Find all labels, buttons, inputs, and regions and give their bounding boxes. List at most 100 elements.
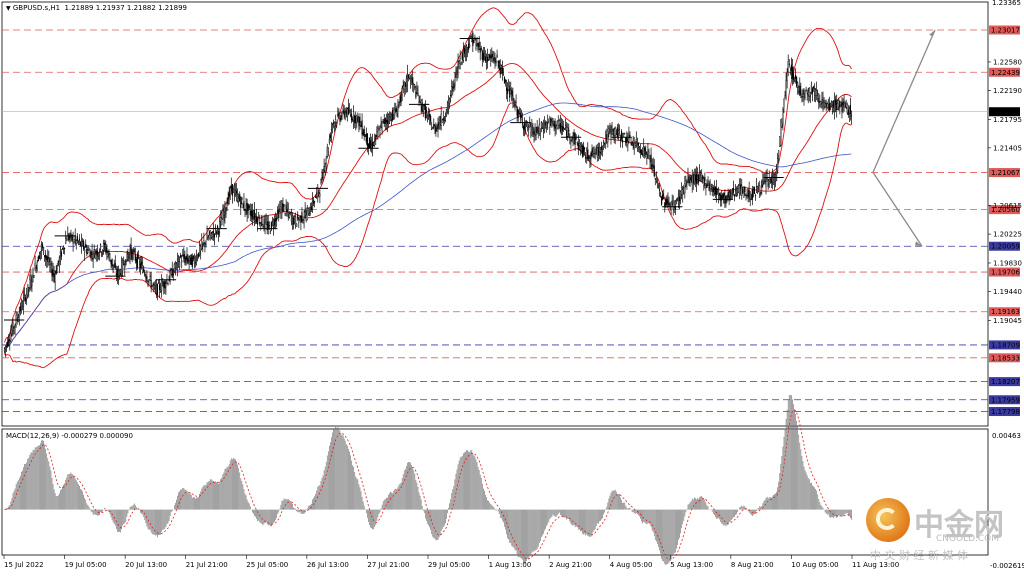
candle-body <box>691 177 692 180</box>
candle-body <box>452 87 453 88</box>
candle-body <box>79 239 80 241</box>
candle-body <box>68 236 69 240</box>
candle-body <box>140 264 141 269</box>
candle-body <box>625 138 626 143</box>
candle-body <box>679 197 680 201</box>
candle-body <box>387 120 388 124</box>
candle-body <box>159 285 160 290</box>
candle-body <box>465 50 466 57</box>
candle-body <box>89 250 90 251</box>
candle-body <box>626 139 627 142</box>
candle-body <box>200 246 201 251</box>
candle-body <box>600 152 601 153</box>
candle-body <box>578 143 579 149</box>
candle-body <box>229 193 230 197</box>
candle-body <box>185 258 186 263</box>
candle-body <box>163 282 164 288</box>
candle-body <box>269 225 270 226</box>
candle-body <box>519 110 520 111</box>
candle-body <box>5 346 6 349</box>
candle-body <box>598 148 599 156</box>
candle-body <box>205 243 206 245</box>
candle-body <box>684 184 685 193</box>
candle-body <box>379 128 380 130</box>
candle-body <box>450 95 451 96</box>
candle-body <box>501 65 502 66</box>
candle-body <box>455 73 456 86</box>
candle-body <box>428 115 429 117</box>
candle-body <box>278 211 279 218</box>
candle-body <box>528 129 529 130</box>
candle-body <box>39 255 40 258</box>
candle-body <box>372 142 373 148</box>
candle-body <box>249 206 250 209</box>
candle-body <box>571 140 572 141</box>
candle-body <box>848 110 849 115</box>
logo-swirl-icon <box>876 508 898 530</box>
candle-body <box>456 70 457 74</box>
candle-body <box>835 100 836 105</box>
candle-body <box>849 108 850 114</box>
candle-body <box>496 61 497 63</box>
candle-body <box>212 237 213 239</box>
candle-body <box>282 203 283 213</box>
candle-body <box>831 102 832 107</box>
candle-body <box>792 67 793 78</box>
candle-body <box>544 123 545 131</box>
candle-body <box>204 241 205 243</box>
candle-body <box>304 218 305 220</box>
candle-body <box>347 108 348 116</box>
candle-body <box>837 103 838 109</box>
candle-body <box>657 181 658 182</box>
x-tick-label: 2 Aug 21:00 <box>549 561 592 569</box>
candle-body <box>447 102 448 112</box>
candle-body <box>487 57 488 61</box>
candle-body <box>655 178 656 179</box>
candle-body <box>286 205 287 210</box>
candle-body <box>277 210 278 212</box>
candle-body <box>327 147 328 156</box>
candle-body <box>574 133 575 136</box>
candle-body <box>81 240 82 245</box>
candle-body <box>127 251 128 261</box>
candle-body <box>417 89 418 91</box>
candle-body <box>227 204 228 211</box>
candle-body <box>211 232 212 234</box>
candle-body <box>389 117 390 124</box>
candle-body <box>383 119 384 121</box>
candle-body <box>470 36 471 37</box>
candle-body <box>750 198 751 199</box>
candle-body <box>98 254 99 257</box>
candle-body <box>13 322 14 334</box>
candle-body <box>50 264 51 265</box>
candle-body <box>101 253 102 254</box>
x-tick-label: 29 Jul 05:00 <box>428 561 470 569</box>
candle-body <box>592 149 593 156</box>
candle-body <box>711 185 712 186</box>
candle-body <box>82 242 83 246</box>
candle-body <box>138 257 139 258</box>
candle-body <box>615 128 616 136</box>
candle-body <box>672 201 673 202</box>
candle-body <box>246 205 247 210</box>
candle-body <box>40 251 41 254</box>
candle-body <box>308 208 309 209</box>
candle-body <box>434 126 435 133</box>
candle-body <box>148 281 149 282</box>
candle-body <box>440 123 441 124</box>
candle-body <box>613 130 614 132</box>
candle-body <box>564 128 565 129</box>
candle-body <box>755 195 756 196</box>
candle-body <box>342 116 343 117</box>
candle-body <box>651 155 652 163</box>
candle-body <box>513 96 514 104</box>
candle-body <box>637 145 638 149</box>
candle-body <box>272 221 273 222</box>
candle-body <box>682 190 683 195</box>
candle-body <box>288 209 289 212</box>
candle-body <box>314 201 315 202</box>
candle-body <box>557 121 558 128</box>
candle-body <box>120 273 121 274</box>
candle-body <box>158 282 159 283</box>
